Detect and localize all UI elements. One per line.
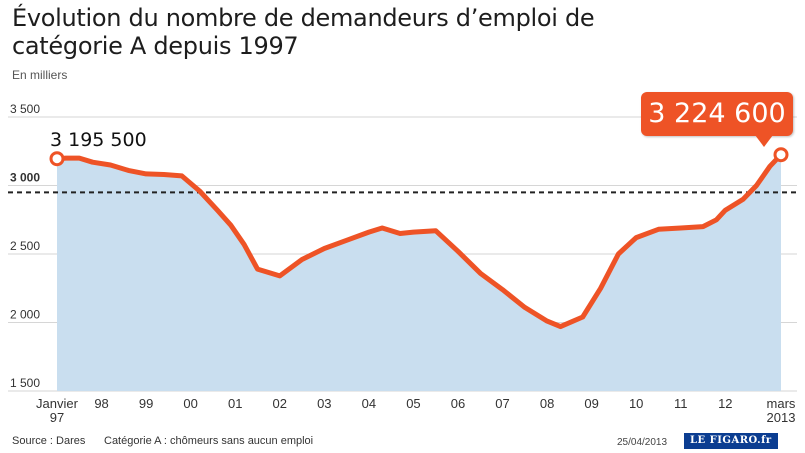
x-tick-label-14: 11 (674, 396, 688, 411)
y-tick-label-4: 3 500 (10, 102, 40, 116)
x-tick-label-5: 02 (273, 396, 287, 411)
publication-date: 25/04/2013 (617, 437, 668, 448)
x-tick-label-1: 98 (94, 396, 108, 411)
end-point-marker (773, 147, 789, 163)
x-tick-label-15: 12 (718, 396, 732, 411)
x-tick-label-11: 08 (540, 396, 554, 411)
x-tick-label-9: 06 (451, 396, 465, 411)
x-tick-label-16: mars 2013 (767, 396, 796, 425)
y-tick-label-3: 3 000 (10, 171, 40, 185)
latest-value-badge: 3 224 600 (641, 92, 793, 136)
x-tick-label-8: 05 (406, 396, 420, 411)
x-tick-label-4: 01 (228, 396, 242, 411)
series-area (57, 154, 781, 391)
y-tick-labels: 1 500 2 000 2 500 3 000 3 500 (10, 102, 40, 390)
y-tick-label-1: 2 000 (10, 308, 40, 322)
category-note: Catégorie A : chômeurs sans aucun emploi (104, 435, 314, 447)
x-tick-label-10: 07 (495, 396, 509, 411)
y-tick-label-0: 1 500 (10, 376, 40, 390)
source-note: Source : Dares (12, 435, 86, 447)
x-tick-label-12: 09 (584, 396, 598, 411)
x-tick-label-13: 10 (629, 396, 643, 411)
x-tick-label-6: 03 (317, 396, 331, 411)
y-tick-label-2: 2 500 (10, 239, 40, 253)
y-axis-unit-label: En milliers (12, 68, 68, 82)
chart-title: Évolution du nombre de demandeurs d’empl… (12, 4, 595, 60)
series-line-layer (54, 152, 784, 330)
x-tick-label-7: 04 (362, 396, 376, 411)
start-value-label: 3 195 500 (50, 129, 147, 151)
x-tick-labels: Janvier 97 98 99 00 01 02 03 04 05 06 07 08 09 10 11 12 m… (36, 396, 796, 425)
x-tick-label-0: Janvier 97 (36, 396, 79, 425)
end-markers (49, 147, 789, 167)
figaro-logo: LE FIGARO.fr (684, 433, 778, 449)
x-tick-label-3: 00 (183, 396, 197, 411)
x-tick-label-2: 99 (139, 396, 153, 411)
area-fill-layer (57, 154, 781, 391)
series-line (54, 152, 784, 330)
latest-value-badge-pointer (755, 135, 773, 147)
start-point-marker (49, 151, 65, 167)
